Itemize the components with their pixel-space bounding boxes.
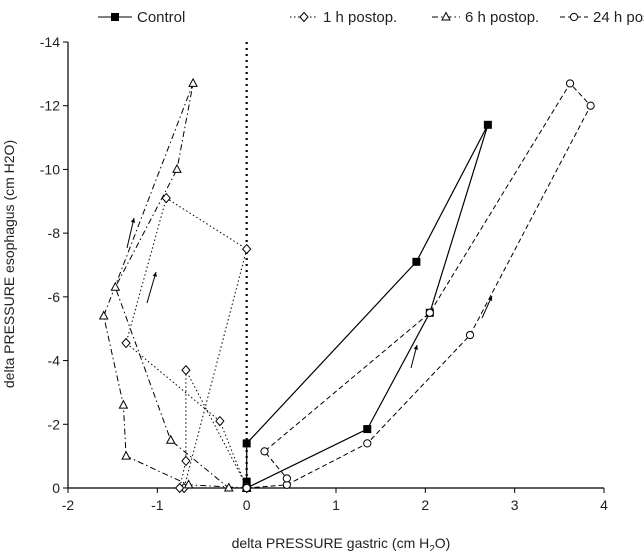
direction-arrow	[481, 295, 493, 319]
legend-label: Control	[137, 9, 185, 26]
data-point-2	[98, 310, 109, 320]
y-axis-title: delta PRESSURE esophagus (cm H2O)	[1, 140, 17, 388]
y-tick-label: 0	[52, 480, 60, 496]
x-tick-label: 3	[511, 497, 519, 513]
data-point-3	[260, 447, 269, 456]
arrow-head	[152, 272, 157, 277]
data-point-3	[565, 79, 575, 88]
legend-label: 24 h postop.	[593, 9, 644, 26]
series-line-3	[246, 82, 592, 489]
x-tick-label: 1	[332, 497, 340, 513]
data-point-0	[483, 120, 492, 129]
data-point-3	[363, 439, 372, 448]
legend: Control 1 h postop. 6 h postop. 24 h postop…	[98, 9, 644, 26]
data-point-2	[165, 434, 176, 444]
data-point-2	[183, 479, 194, 489]
arrow-head	[488, 296, 493, 301]
data-point-2	[118, 399, 129, 409]
data-point-1	[161, 192, 171, 204]
y-tick-label: -10	[40, 161, 60, 177]
x-tick-label: -1	[151, 497, 164, 513]
direction-arrows	[126, 217, 493, 369]
data-point-2	[188, 77, 198, 87]
data-point-0	[412, 257, 421, 266]
data-point-2	[172, 163, 182, 173]
data-point-1	[215, 415, 225, 427]
x-tick-label: 4	[600, 497, 608, 513]
series-line-0	[246, 124, 489, 489]
data-point-3	[586, 101, 595, 110]
data-point-3	[242, 483, 251, 493]
direction-arrow	[126, 217, 136, 249]
direction-arrow	[146, 271, 157, 304]
legend-marker	[569, 12, 579, 22]
data-point-1	[181, 455, 191, 467]
arrow-head	[130, 218, 136, 223]
data-point-2	[223, 482, 234, 492]
series-line-1	[125, 197, 248, 489]
legend-label: 6 h postop.	[465, 9, 539, 26]
axes: -2 -1 0 1 2 3 40-2-4-6-8-10-12-14	[40, 34, 608, 513]
series-lines	[103, 82, 592, 489]
data-point-3	[465, 330, 475, 340]
x-tick-label: -2	[62, 497, 75, 513]
data-point-3	[282, 474, 291, 483]
legend-label: 1 h postop.	[323, 9, 397, 26]
x-tick-label: 2	[421, 497, 429, 513]
data-point-0	[363, 425, 372, 434]
data-point-3	[425, 308, 434, 317]
y-tick-label: -14	[40, 34, 60, 50]
x-axis-title: delta PRESSURE gastric (cm H2O)	[232, 535, 451, 551]
legend-marker	[299, 11, 309, 23]
data-point-0	[242, 439, 251, 448]
y-tick-label: -6	[48, 289, 61, 305]
series-markers	[98, 77, 595, 494]
data-point-1	[121, 337, 131, 349]
x-tick-label: 0	[243, 497, 251, 513]
y-tick-label: -4	[48, 353, 61, 369]
data-point-2	[121, 450, 131, 460]
arrow-shaft	[126, 217, 135, 249]
data-point-1	[241, 243, 252, 255]
data-point-2	[110, 281, 121, 291]
arrow-shaft	[146, 271, 157, 304]
data-point-1	[181, 364, 191, 376]
arrow-head	[413, 345, 418, 350]
data-point-1	[174, 482, 185, 494]
y-tick-label: -12	[40, 98, 60, 114]
y-tick-label: -2	[48, 416, 61, 432]
series-line-2	[103, 83, 247, 489]
direction-arrow	[410, 344, 418, 369]
legend-marker	[441, 11, 451, 21]
legend-marker	[111, 13, 119, 21]
y-tick-label: -8	[48, 225, 61, 241]
